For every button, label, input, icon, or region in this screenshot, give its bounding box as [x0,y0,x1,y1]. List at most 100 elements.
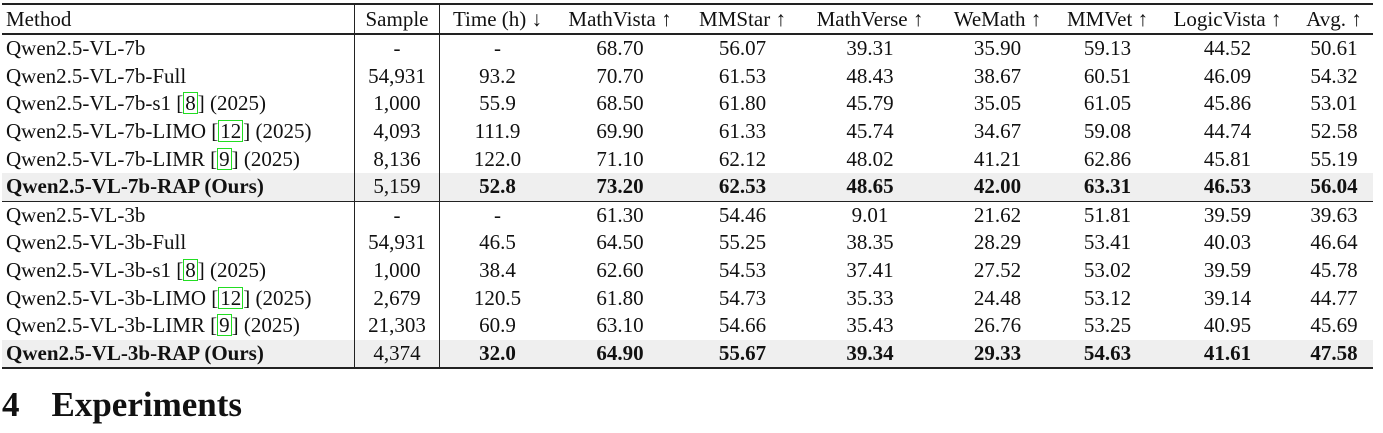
value-cell: 38.67 [973,63,1022,88]
value-cell: 44.77 [1310,285,1358,310]
method-name: Qwen2.5-VL-7b-RAP (Ours) [6,174,264,199]
method-name: Qwen2.5-VL-3b-s1 [6,258,172,283]
citation-link[interactable]: 9 [217,313,232,338]
method-cell: Qwen2.5-VL-7b [2,34,355,63]
value-cell: 45.79 [846,91,894,116]
table-row: Qwen2.5-VL-3b - -61.30 54.46 9.01 21.62 51.81 3… [2,200,1373,230]
column-header: Method [2,4,355,35]
method-name: Qwen2.5-VL-3b-LIMO [6,285,207,310]
value-cell: 60.9 [479,313,516,338]
value-cell: 45.86 [1203,91,1252,116]
value-cell: 48.43 [846,63,894,88]
value-cell: 61.33 [718,119,767,144]
citation-link[interactable]: 12 [218,119,244,144]
value-cell: 8,136 [354,145,440,173]
citation-link[interactable]: 8 [183,258,198,283]
value-cell: 1,000 [354,90,440,118]
value-cell: 28.29 [973,230,1022,255]
value-cell: 51.81 [1055,200,1160,230]
value-cell: 62.12 [718,146,767,171]
value-cell: 61.53 [718,63,767,88]
value-cell: 71.10 [596,146,644,171]
value-cell: 54.63 [1055,339,1160,369]
value-cell: 53.02 [1083,258,1132,283]
table-row: Qwen2.5-VL-7b-Full 54,931 93.2 70.70 61.53 48… [2,62,1373,91]
citation-link[interactable]: 12 [218,285,244,310]
value-cell: 4,093 [354,117,440,146]
value-cell: 54.73 [718,285,767,310]
table-row: Qwen2.5-VL-7b-s1 [8] (2025) 1,000 55.9 68.5… [2,90,1373,118]
method-cell: Qwen2.5-VL-3b [2,200,355,230]
method-year: (2025) [255,285,312,310]
value-cell: 39.31 [846,36,894,61]
column-header: WeMath ↑ [940,4,1055,35]
method-name: Qwen2.5-VL-7b [6,36,146,61]
method-name: Qwen2.5-VL-7b-s1 [6,91,172,116]
value-cell: 21.62 [940,200,1055,230]
method-name: Qwen2.5-VL-3b [6,202,146,227]
value-cell: 61.05 [1083,91,1132,116]
method-cell: Qwen2.5-VL-3b-Full [2,229,355,257]
value-cell: 56.07 [718,36,767,61]
value-cell: 4,374 [354,339,440,369]
value-cell: 55.67 [685,339,800,369]
value-cell: 46.09 [1203,63,1252,88]
value-cell: 39.63 [1295,200,1373,230]
value-cell: 63.10 [596,313,644,338]
value-cell: 46.64 [1310,230,1358,255]
value-cell: 35.90 [973,36,1022,61]
value-cell: 53.41 [1083,230,1132,255]
value-cell: 2,679 [354,284,440,312]
value-cell: 53.01 [1310,91,1358,116]
value-cell: 59.13 [1083,36,1132,61]
method-name: Qwen2.5-VL-7b-LIMO [6,119,207,144]
value-cell: 5,159 [354,172,440,202]
value-cell: 35.05 [973,91,1022,116]
citation-link[interactable]: 9 [217,146,232,171]
value-cell: - [354,34,440,63]
table-row: Qwen2.5-VL-3b-s1 [8] (2025) 1,000 38.4 62.6… [2,256,1373,285]
value-cell: 40.95 [1203,313,1252,338]
value-cell: 120.5 [473,285,522,310]
table-row: Qwen2.5-VL-7b - - 68.70 56.07 39.31 35.90 59.13… [2,34,1373,63]
table-row: Qwen2.5-VL-3b-Full 54,931 46.5 64.50 55.25 38… [2,229,1373,257]
table-row-ours: Qwen2.5-VL-3b-RAP (Ours) 4,374 32.0 64.90 55… [2,339,1373,369]
method-cell: Qwen2.5-VL-7b-Full [2,62,355,91]
column-header: MathVerse ↑ [800,4,940,35]
method-cell: Qwen2.5-VL-3b-s1 [8] (2025) [2,256,355,285]
value-cell: 27.52 [973,258,1022,283]
value-cell: 54.32 [1310,63,1358,88]
value-cell: 55.19 [1310,146,1358,171]
section-title: Experiments [51,385,243,424]
value-cell: 48.02 [846,146,894,171]
value-cell: 63.31 [1055,172,1160,202]
value-cell: 21,303 [354,311,440,340]
column-header: MathVista ↑ [555,4,685,35]
value-cell: 68.50 [596,91,644,116]
value-cell: 64.90 [555,339,685,369]
method-cell: Qwen2.5-VL-7b-LIMR [9] (2025) [2,145,355,173]
value-cell: 37.41 [846,258,894,283]
value-cell: 64.50 [596,230,644,255]
value-cell: 45.78 [1310,258,1358,283]
value-cell: 54,931 [354,229,440,257]
results-table: Method Sample Time (h) ↓ MathVista ↑ MMStar … [2,3,1373,370]
value-cell: 69.90 [596,119,644,144]
method-year: (2025) [243,313,300,338]
value-cell: 50.61 [1310,36,1358,61]
column-header: MMVet ↑ [1055,4,1160,35]
table-row: Qwen2.5-VL-7b-LIMR [9] (2025) 8,136 122.0 7… [2,145,1373,173]
value-cell: 60.51 [1083,63,1132,88]
value-cell: 45.74 [846,119,894,144]
value-cell: 111.9 [474,119,521,144]
citation-link[interactable]: 8 [183,91,198,116]
value-cell: 35.43 [846,313,894,338]
value-cell: 38.35 [846,230,894,255]
value-cell: 54.66 [718,313,767,338]
value-cell: 39.59 [1160,200,1295,230]
value-cell: 73.20 [555,172,685,202]
value-cell: 59.08 [1083,119,1132,144]
value-cell: - [439,200,555,230]
value-cell: 1,000 [354,256,440,285]
value-cell: 55.9 [479,91,516,116]
